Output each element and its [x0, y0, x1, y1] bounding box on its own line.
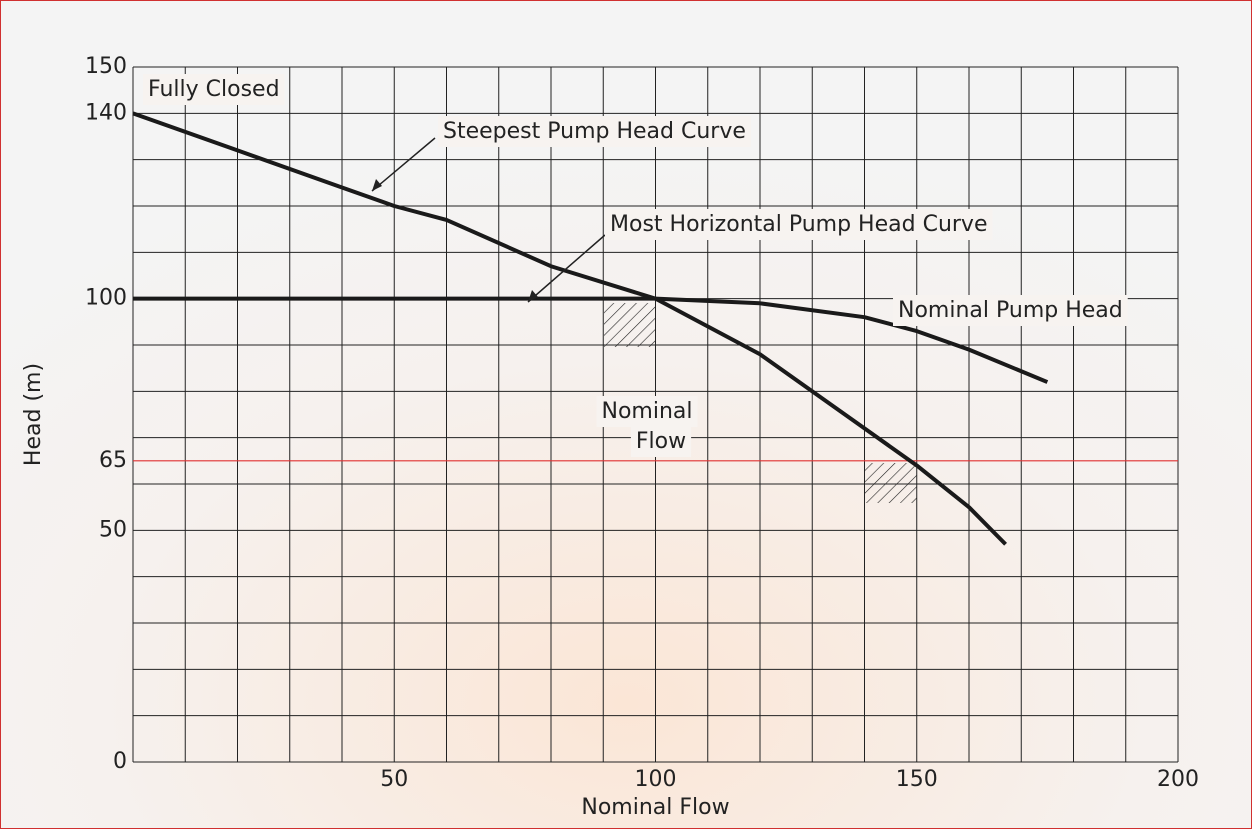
x-tick-label: 50 [380, 767, 408, 792]
x-tick-label: 150 [896, 767, 938, 792]
y-tick-label: 150 [85, 54, 127, 79]
y-tick-label: 140 [85, 100, 127, 125]
annotation: Steepest Pump Head Curve [443, 119, 746, 144]
y-tick-label: 100 [85, 286, 127, 311]
y-tick-label: 0 [113, 749, 127, 774]
annotation: Fully Closed [148, 77, 280, 102]
x-axis-label: Nominal Flow [581, 795, 729, 820]
y-axis-label: Head (m) [21, 363, 46, 466]
chart: 0 50 65 100 140 150 50 100 150 200 Nominal Flow Hea… [0, 0, 1252, 829]
y-tick-label: 65 [99, 448, 127, 473]
x-tick-label: 200 [1157, 767, 1199, 792]
x-tick-label: 100 [635, 767, 677, 792]
annotation: Nominal [602, 399, 693, 424]
annotation: Nominal Pump Head [898, 298, 1123, 323]
annotation: Most Horizontal Pump Head Curve [610, 212, 987, 237]
hatch-box [865, 463, 917, 503]
y-tick-label: 50 [99, 517, 127, 542]
annotation: Flow [636, 429, 686, 454]
hatch-box [604, 303, 656, 347]
